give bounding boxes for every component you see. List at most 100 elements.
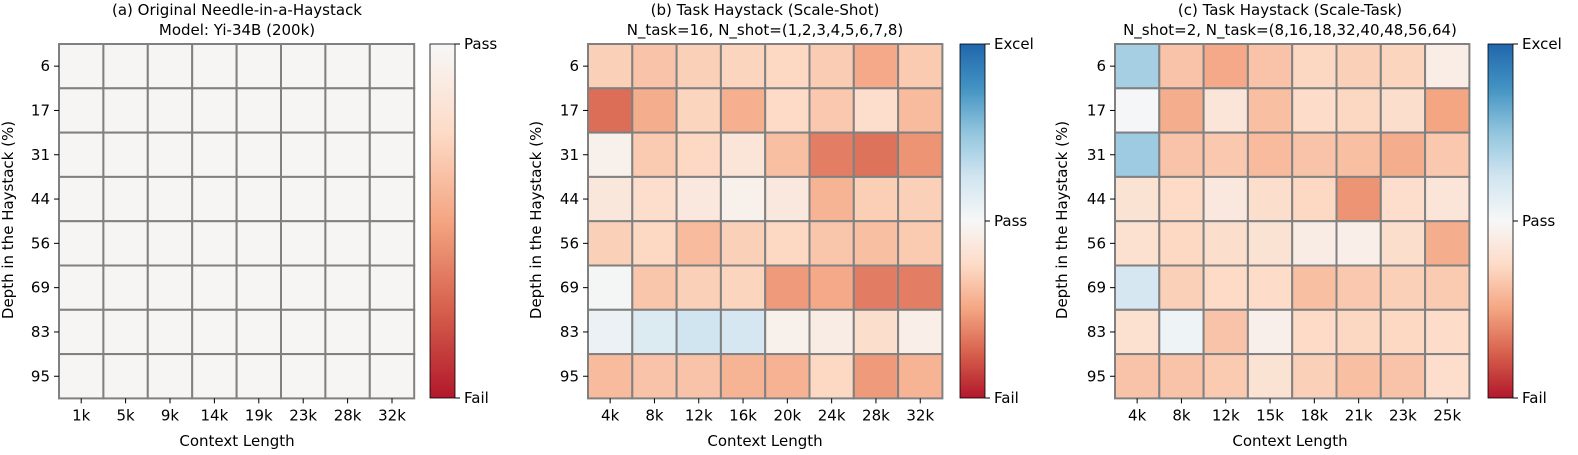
heatmap-cell [1335,308,1382,356]
heatmap-cell [1158,87,1205,134]
heatmap-cell [631,308,678,356]
heatmap-cell [280,308,327,356]
heatmap-cell [368,308,416,356]
heatmap-cell [280,353,327,400]
heatmap-cell [235,220,283,267]
heatmap-cell [631,87,678,134]
heatmap-cell [1291,131,1338,178]
heatmap-cell [1291,175,1338,223]
panel-b-xlabel: Context Length [707,432,822,450]
heatmap-cell [675,308,722,356]
heatmap-cell [58,264,105,311]
heatmap-cell [324,131,371,178]
heatmap-cell [1114,220,1161,267]
heatmap-cell [719,175,767,223]
heatmap-cell [1202,175,1249,223]
heatmap-cell [675,353,722,400]
heatmap-cell [1424,131,1471,178]
panel-b-colorbar-ticks: Excel Pass Fail [985,35,1034,407]
heatmap-cell [280,175,327,223]
heatmap-cell [1246,43,1294,90]
heatmap-cell [280,131,327,178]
heatmap-cell [1114,175,1161,223]
y-tick-label: 6 [1096,57,1106,75]
heatmap-cell [1335,131,1382,178]
x-tick-label: 23k [1389,406,1417,424]
heatmap-cell [1424,220,1471,267]
heatmap-cell [1335,353,1382,400]
heatmap-cell [1202,87,1249,134]
heatmap-cell [587,353,634,400]
heatmap-cell [808,353,855,400]
heatmap-cell [1335,220,1382,267]
y-tick-label: 69 [31,279,50,297]
colorbar-tick-label: Fail [1522,389,1547,407]
heatmap-cell [1246,353,1294,400]
y-tick-label: 56 [560,234,579,252]
heatmap-cell [146,131,194,178]
colorbar-tick-label: Fail [464,389,489,407]
heatmap-cell [1158,220,1205,267]
heatmap-cell [1291,308,1338,356]
x-tick-label: 12k [685,406,713,424]
x-tick-label: 4k [601,406,620,424]
heatmap-cell [675,175,722,223]
panel-c-yticks: 6 17 31 44 56 69 83 95 [1087,57,1115,385]
heatmap-cell [368,264,416,311]
heatmap-cell [675,87,722,134]
heatmap-cell [191,131,238,178]
heatmap-cell [1246,175,1294,223]
heatmap-cell [280,220,327,267]
y-tick-label: 56 [1087,234,1106,252]
heatmap-cell [808,264,855,311]
heatmap-cell [1202,353,1249,400]
heatmap-cell [324,308,371,356]
panel-b-cells [587,43,944,400]
heatmap-cell [764,175,811,223]
heatmap-cell [808,220,855,267]
heatmap-cell [764,353,811,400]
x-tick-label: 21k [1345,406,1373,424]
y-tick-label: 95 [560,367,579,385]
heatmap-cell [1246,220,1294,267]
x-tick-label: 16k [729,406,757,424]
heatmap-cell [146,175,194,223]
heatmap-cell [631,43,678,90]
heatmap-cell [368,43,416,90]
x-tick-label: 14k [201,406,229,424]
heatmap-cell [368,220,416,267]
heatmap-cell [1424,43,1471,90]
panel-a-yticks: 6 17 31 44 56 69 83 95 [31,57,59,385]
heatmap-cell [1379,353,1427,400]
panel-a-title: (a) Original Needle-in-a-Haystack [112,1,362,19]
heatmap-cell [235,87,283,134]
panel-c-ylabel: Depth in the Haystack (%) [1053,121,1071,319]
y-tick-label: 83 [1087,323,1106,341]
panel-b-subtitle: N_task=16, N_shot=(1,2,3,4,5,6,7,8) [627,21,904,40]
heatmap-cell [324,87,371,134]
x-tick-label: 1k [72,406,91,424]
heatmap-cell [897,131,944,178]
heatmap-cell [1158,353,1205,400]
heatmap-cell [808,43,855,90]
heatmap-cell [631,131,678,178]
heatmap-cell [1246,87,1294,134]
heatmap-cell [191,353,238,400]
heatmap-cell [146,353,194,400]
heatmap-cell [852,264,900,311]
heatmap-cell [1202,264,1249,311]
heatmap-cell [280,43,327,90]
heatmap-cell [1424,87,1471,134]
heatmap-cell [235,353,283,400]
heatmap-cell [764,264,811,311]
panel-a-colorbar [429,43,456,399]
x-tick-label: 28k [862,406,890,424]
heatmap-cell [719,353,767,400]
heatmap-cell [324,353,371,400]
heatmap-cell [719,220,767,267]
panel-c-subtitle: N_shot=2, N_task=(8,16,18,32,40,48,56,64… [1123,21,1457,40]
heatmap-cell [235,43,283,90]
heatmap-cell [808,308,855,356]
heatmap-cell [1379,308,1427,356]
heatmap-cell [58,43,105,90]
